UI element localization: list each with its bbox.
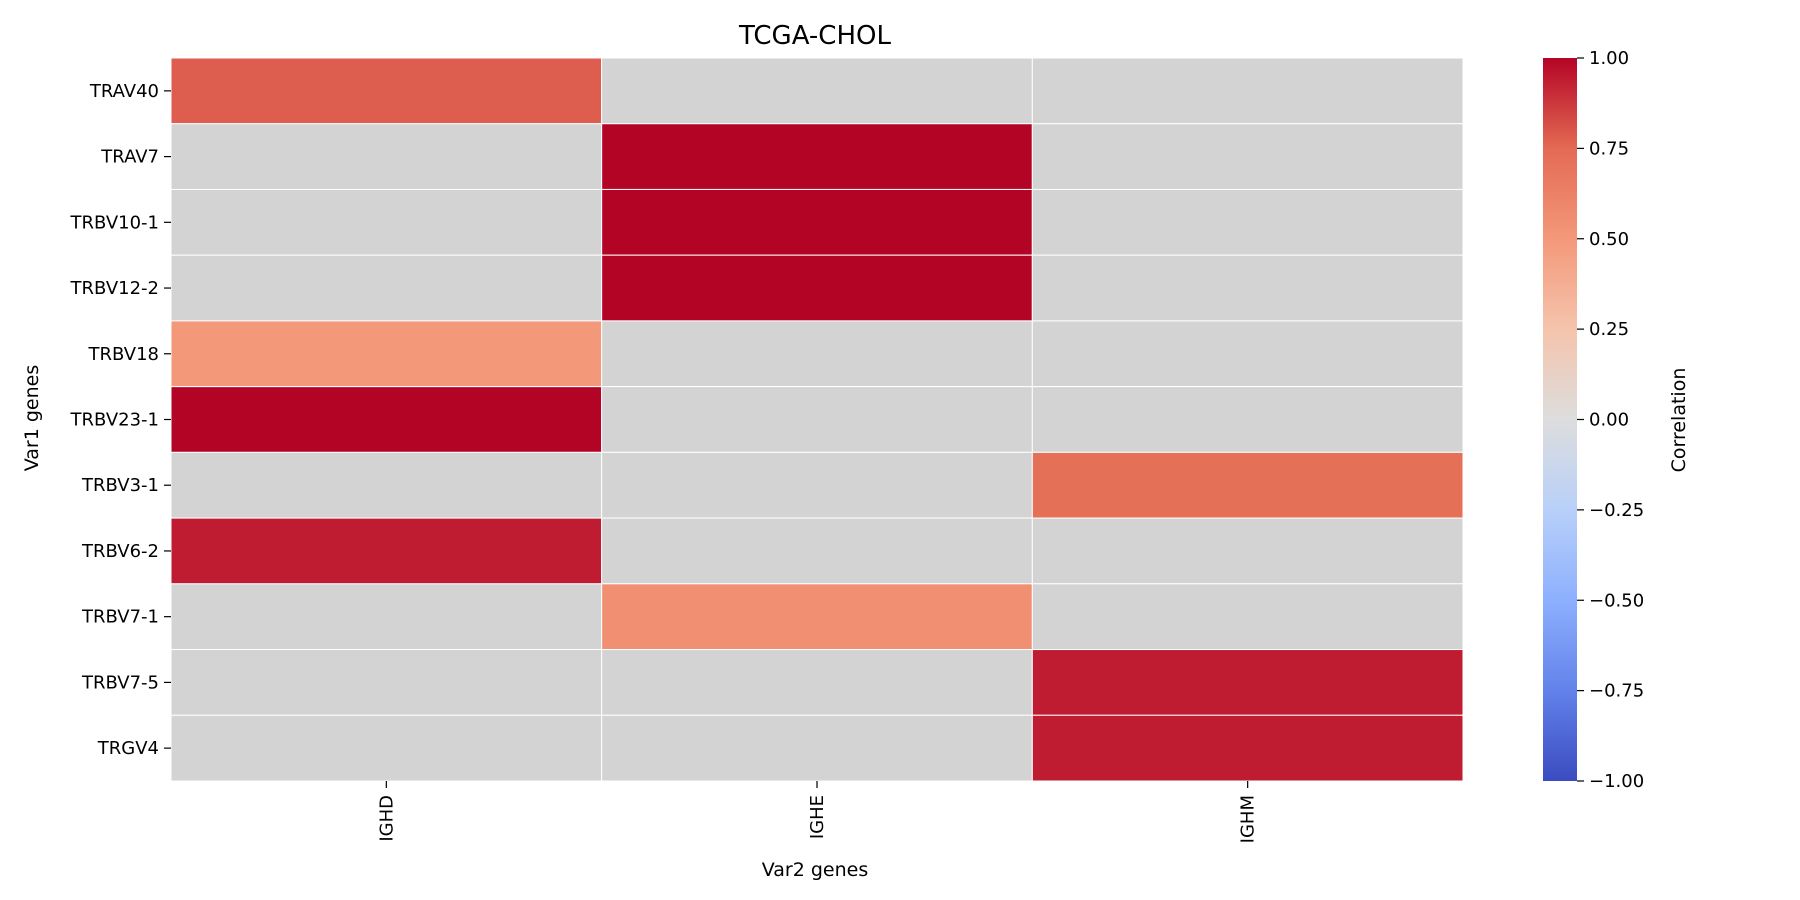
heatmap-cell — [170, 188, 603, 256]
heatmap-cell — [601, 714, 1033, 782]
heatmap-cell — [1031, 123, 1464, 190]
chart-title: TCGA-CHOL — [738, 21, 891, 51]
colorbar-tick-label: 0.25 — [1589, 319, 1629, 340]
colorbar-tick-label: 1.00 — [1589, 48, 1629, 69]
heatmap-cell — [1031, 254, 1464, 322]
heatmap-cell — [1031, 714, 1464, 782]
colorbar-tick-label: 0.75 — [1589, 138, 1629, 159]
heatmap-cell — [601, 123, 1033, 190]
colorbar-label: Correlation — [1668, 368, 1690, 473]
heatmap-cell — [170, 714, 603, 782]
y-tick-label: TRBV12-2 — [70, 278, 159, 299]
heatmap-cell — [601, 517, 1033, 585]
y-axis-ticks: TRAV40 TRAV7 TRBV10-1 TRBV12-2 TRBV18 TRBV23-… — [70, 81, 171, 759]
x-tick-label: IGHD — [376, 795, 397, 842]
y-tick-label: TRGV4 — [97, 738, 159, 759]
colorbar-tick-label: −0.25 — [1589, 500, 1644, 521]
colorbar: 1.00 0.75 0.50 0.25 0.00 −0.25 −0.50 −0.75 −1.00… — [1543, 48, 1690, 792]
y-tick-label: TRBV23-1 — [70, 410, 159, 431]
heatmap-cell — [170, 57, 603, 125]
y-tick-label: TRBV18 — [87, 344, 159, 365]
x-tick-label: IGHE — [807, 795, 828, 839]
heatmap-cell — [601, 188, 1033, 256]
colorbar-tick-label: 0.50 — [1589, 229, 1629, 250]
heatmap-cell — [170, 123, 603, 190]
heatmap-cell — [170, 517, 603, 585]
heatmap-cells — [170, 57, 1464, 782]
heatmap-cell — [170, 320, 603, 388]
y-tick-label: TRAV7 — [100, 147, 159, 168]
x-axis-label: Var2 genes — [762, 859, 869, 881]
y-tick-label: TRBV10-1 — [70, 212, 159, 233]
y-tick-label: TRAV40 — [89, 81, 159, 102]
colorbar-tick-label: −0.75 — [1589, 681, 1644, 702]
heatmap-cell — [1031, 517, 1464, 585]
heatmap-cell — [170, 386, 603, 453]
heatmap-cell — [601, 451, 1033, 519]
heatmap-cell — [1031, 188, 1464, 256]
heatmap-cell — [170, 254, 603, 322]
heatmap-cell — [1031, 583, 1464, 651]
heatmap-cell — [170, 649, 603, 716]
heatmap-cell — [1031, 451, 1464, 519]
colorbar-gradient — [1543, 58, 1577, 781]
colorbar-tick-label: −1.00 — [1589, 771, 1644, 792]
x-axis-ticks: IGHD IGHE IGHM — [376, 781, 1259, 843]
colorbar-tick-label: −0.50 — [1589, 590, 1644, 611]
heatmap-cell — [1031, 386, 1464, 453]
colorbar-ticks: 1.00 0.75 0.50 0.25 0.00 −0.25 −0.50 −0.75 −1.00 — [1577, 48, 1644, 792]
heatmap-cell — [601, 649, 1033, 716]
heatmap-cell — [170, 583, 603, 651]
heatmap-cell — [1031, 320, 1464, 388]
y-tick-label: TRBV3-1 — [81, 475, 159, 496]
heatmap-cell — [601, 320, 1033, 388]
heatmap-cell — [1031, 649, 1464, 716]
heatmap-cell — [601, 583, 1033, 651]
y-tick-label: TRBV7-5 — [81, 672, 159, 693]
heatmap-cell — [601, 254, 1033, 322]
heatmap-cell — [170, 451, 603, 519]
y-tick-label: TRBV7-1 — [81, 607, 159, 628]
heatmap-cell — [601, 386, 1033, 453]
x-tick-label: IGHM — [1238, 795, 1259, 843]
heatmap-cell — [1031, 57, 1464, 125]
y-axis-label: Var1 genes — [21, 365, 43, 472]
y-tick-label: TRBV6-2 — [81, 541, 159, 562]
colorbar-tick-label: 0.00 — [1589, 410, 1629, 431]
heatmap-cell — [601, 57, 1033, 125]
